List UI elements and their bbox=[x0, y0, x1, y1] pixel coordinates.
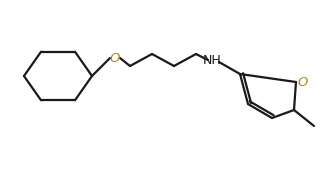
Text: NH: NH bbox=[203, 54, 221, 67]
Text: O: O bbox=[110, 52, 120, 64]
Text: O: O bbox=[298, 76, 308, 89]
